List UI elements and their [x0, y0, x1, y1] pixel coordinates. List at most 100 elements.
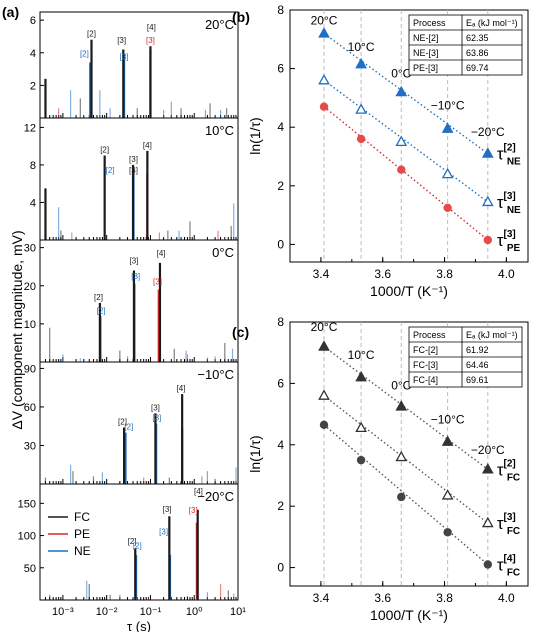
- data-point-circle: [483, 560, 493, 569]
- x-tick-label: 10⁻³: [52, 606, 74, 618]
- y-tick-label: 6: [277, 62, 284, 76]
- data-point-triangle: [481, 516, 494, 528]
- peak-label: [3]: [151, 403, 160, 412]
- table-cell: NE-[3]: [413, 48, 439, 58]
- y-tick-label: 6: [277, 376, 284, 390]
- table-header-cell: Process: [413, 18, 446, 28]
- x-tick-label: 3.4: [313, 591, 330, 605]
- data-point-triangle: [441, 122, 454, 133]
- series-label: τ[2] FC: [497, 458, 520, 483]
- temperature-label: −10°C: [197, 367, 234, 382]
- data-point-triangle: [441, 167, 454, 179]
- series-label: τ[3] FC: [497, 512, 520, 537]
- y-tick-label: 4: [277, 438, 284, 452]
- y-tick-label: 0: [277, 237, 284, 251]
- peak-label: [3]: [129, 155, 138, 164]
- temperature-label: 0°C: [391, 66, 411, 80]
- temperature-label: 10°C: [205, 123, 234, 138]
- panel-b-arrhenius-plot: (b) 3.4 3.6 3.8 4.0 0 2 4 6 8 1000/T (K⁻¹) ln(1/τ) 2…: [232, 3, 529, 299]
- subplot-frame: [39, 483, 239, 601]
- peak-label: [3]: [117, 36, 126, 45]
- series-label: τ[4] FC: [497, 554, 520, 579]
- fit-line: [323, 32, 489, 155]
- table-cell: FC-[3]: [413, 360, 438, 370]
- peak-label: [3]: [131, 272, 140, 281]
- x-axis-label: 1000/T (K⁻¹): [370, 607, 448, 623]
- data-point-triangle: [395, 135, 408, 147]
- data-point-circle: [443, 528, 452, 537]
- data-point-circle: [483, 235, 493, 245]
- x-tick-label: 10¹: [230, 606, 246, 618]
- temperature-label: 20°C: [205, 17, 234, 32]
- peak-label: [2]: [106, 166, 115, 175]
- peak-label: [4]: [143, 141, 152, 150]
- panel-label: (c): [232, 324, 249, 340]
- x-tick-label: 4.0: [498, 591, 515, 605]
- data-point-triangle: [355, 57, 367, 69]
- y-tick-label: 2: [277, 499, 284, 513]
- y-tick-label: 10: [24, 319, 36, 331]
- table-header-cell: Process: [413, 330, 446, 340]
- data-point-triangle: [355, 421, 367, 433]
- subplot-frame: [39, 239, 239, 363]
- x-axis-label: τ (s): [127, 619, 151, 632]
- temperature-label: −20°C: [197, 489, 234, 504]
- series-label: τ[3] PE: [497, 229, 521, 254]
- peak-label: [2]: [87, 30, 96, 39]
- series-label: τ[2] NE: [497, 143, 521, 168]
- table-cell: 69.74: [466, 63, 489, 73]
- x-tick-label: 3.8: [436, 267, 453, 281]
- peak-label: [2]: [80, 49, 89, 58]
- data-point-triangle: [395, 450, 408, 462]
- y-tick-label: 90: [24, 363, 36, 375]
- table-cell: FC-[2]: [413, 345, 438, 355]
- data-point-triangle: [318, 27, 330, 38]
- plot-frame: [289, 9, 529, 263]
- table-cell: 69.61: [466, 375, 489, 385]
- peak-label: [3]: [129, 257, 138, 266]
- x-tick-label: 10⁻²: [96, 606, 118, 618]
- y-tick-label: 30: [24, 440, 36, 452]
- data-point-triangle: [355, 370, 367, 382]
- table-cell: PE-[3]: [413, 63, 438, 73]
- data-point-triangle: [318, 73, 330, 85]
- data-point-circle: [356, 134, 366, 144]
- temperature-label: −10°C: [431, 412, 465, 426]
- peak-label: [3]: [120, 53, 129, 62]
- y-tick-label: 4: [277, 120, 284, 134]
- data-point-circle: [397, 165, 406, 174]
- y-tick-label: 2: [30, 80, 36, 92]
- data-point-circle: [319, 102, 329, 111]
- y-axis-label: ln(1/τ): [247, 117, 263, 154]
- legend-label-fc: FC: [74, 510, 90, 524]
- y-tick-label: 60: [24, 402, 36, 414]
- legend-label-pe: PE: [74, 527, 90, 541]
- y-tick-label: 30: [24, 243, 36, 255]
- data-point-triangle: [395, 85, 408, 97]
- panel-label: (b): [232, 9, 250, 25]
- y-tick-label: 6: [30, 15, 36, 27]
- y-tick-label: 100: [18, 531, 36, 543]
- data-point-triangle: [318, 340, 330, 351]
- data-point-triangle: [318, 389, 330, 400]
- y-axis-label: ln(1/τ): [247, 435, 263, 472]
- x-tick-label: 3.4: [313, 267, 330, 281]
- peak-label: [2]: [94, 293, 103, 302]
- data-point-circle: [397, 492, 406, 502]
- x-tick-label: 10⁰: [186, 606, 203, 618]
- data-point-triangle: [355, 103, 367, 114]
- peak-label: [3]: [163, 505, 172, 514]
- data-point-circle: [443, 203, 452, 212]
- plot-frame: [289, 321, 529, 587]
- peak-label: [4]: [147, 23, 156, 32]
- data-point-triangle: [441, 435, 454, 446]
- temperature-label: 20°C: [311, 14, 338, 28]
- y-tick-label: 4: [30, 197, 36, 209]
- data-point-triangle: [481, 463, 494, 474]
- peak-label: [4]: [157, 249, 166, 258]
- peak-label: [3]: [159, 527, 168, 536]
- x-tick-label: 3.8: [436, 591, 453, 605]
- table-cell: 63.86: [466, 48, 489, 58]
- data-point-triangle: [395, 400, 408, 411]
